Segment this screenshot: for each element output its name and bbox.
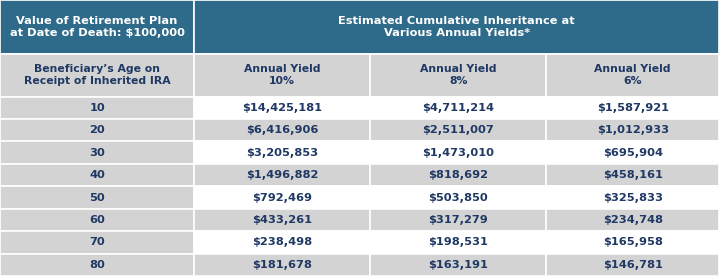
Text: Value of Retirement Plan
at Date of Death: $100,000: Value of Retirement Plan at Date of Deat… (9, 16, 185, 38)
Text: Estimated Cumulative Inheritance at
Various Annual Yields*: Estimated Cumulative Inheritance at Vari… (338, 16, 575, 38)
Bar (370, 119, 546, 142)
Bar (194, 97, 370, 119)
Text: $433,261: $433,261 (252, 215, 312, 225)
Bar (0, 231, 194, 254)
Text: 30: 30 (89, 148, 105, 158)
Text: 70: 70 (89, 237, 105, 247)
Bar (546, 254, 719, 276)
Text: 50: 50 (89, 193, 105, 203)
Bar (370, 54, 546, 97)
Text: Annual Yield
6%: Annual Yield 6% (595, 64, 671, 86)
Text: $14,425,181: $14,425,181 (242, 103, 322, 113)
Text: $165,958: $165,958 (603, 237, 663, 247)
Bar (546, 209, 719, 231)
Bar (0, 164, 194, 186)
Bar (194, 0, 719, 54)
Bar (194, 164, 370, 186)
Text: $4,711,214: $4,711,214 (422, 103, 495, 113)
Bar (0, 119, 194, 142)
Text: $317,279: $317,279 (429, 215, 488, 225)
Bar (546, 97, 719, 119)
Bar (546, 142, 719, 164)
Text: $458,161: $458,161 (603, 170, 663, 180)
Text: $503,850: $503,850 (429, 193, 488, 203)
Text: $238,498: $238,498 (252, 237, 312, 247)
Text: $146,781: $146,781 (603, 260, 663, 270)
Text: 60: 60 (89, 215, 105, 225)
Bar (194, 142, 370, 164)
Bar (370, 164, 546, 186)
Bar (370, 186, 546, 209)
Bar (0, 0, 194, 54)
Bar (0, 254, 194, 276)
Bar (546, 231, 719, 254)
Text: $1,473,010: $1,473,010 (422, 148, 495, 158)
Text: $792,469: $792,469 (252, 193, 312, 203)
Text: $198,531: $198,531 (429, 237, 488, 247)
Text: $6,416,906: $6,416,906 (246, 125, 319, 135)
Text: 20: 20 (89, 125, 105, 135)
Bar (0, 142, 194, 164)
Text: $1,012,933: $1,012,933 (597, 125, 669, 135)
Text: Annual Yield
8%: Annual Yield 8% (420, 64, 497, 86)
Bar (370, 254, 546, 276)
Text: $325,833: $325,833 (603, 193, 663, 203)
Text: $3,205,853: $3,205,853 (246, 148, 319, 158)
Text: Beneficiary’s Age on
Receipt of Inherited IRA: Beneficiary’s Age on Receipt of Inherite… (24, 64, 170, 86)
Bar (0, 54, 194, 97)
Text: $695,904: $695,904 (603, 148, 663, 158)
Text: $818,692: $818,692 (429, 170, 488, 180)
Bar (370, 142, 546, 164)
Bar (194, 119, 370, 142)
Bar (194, 54, 370, 97)
Bar (194, 209, 370, 231)
Text: $163,191: $163,191 (429, 260, 488, 270)
Text: 80: 80 (89, 260, 105, 270)
Bar (0, 209, 194, 231)
Bar (546, 186, 719, 209)
Text: $1,496,882: $1,496,882 (246, 170, 319, 180)
Bar (0, 97, 194, 119)
Bar (370, 209, 546, 231)
Bar (194, 231, 370, 254)
Bar (194, 186, 370, 209)
Text: $2,511,007: $2,511,007 (423, 125, 494, 135)
Text: $1,587,921: $1,587,921 (597, 103, 669, 113)
Bar (0, 186, 194, 209)
Bar (546, 119, 719, 142)
Bar (546, 54, 719, 97)
Text: 40: 40 (89, 170, 105, 180)
Text: 10: 10 (89, 103, 105, 113)
Bar (194, 254, 370, 276)
Bar (370, 97, 546, 119)
Text: $234,748: $234,748 (603, 215, 663, 225)
Bar (370, 231, 546, 254)
Text: Annual Yield
10%: Annual Yield 10% (244, 64, 321, 86)
Text: $181,678: $181,678 (252, 260, 312, 270)
Bar (546, 164, 719, 186)
